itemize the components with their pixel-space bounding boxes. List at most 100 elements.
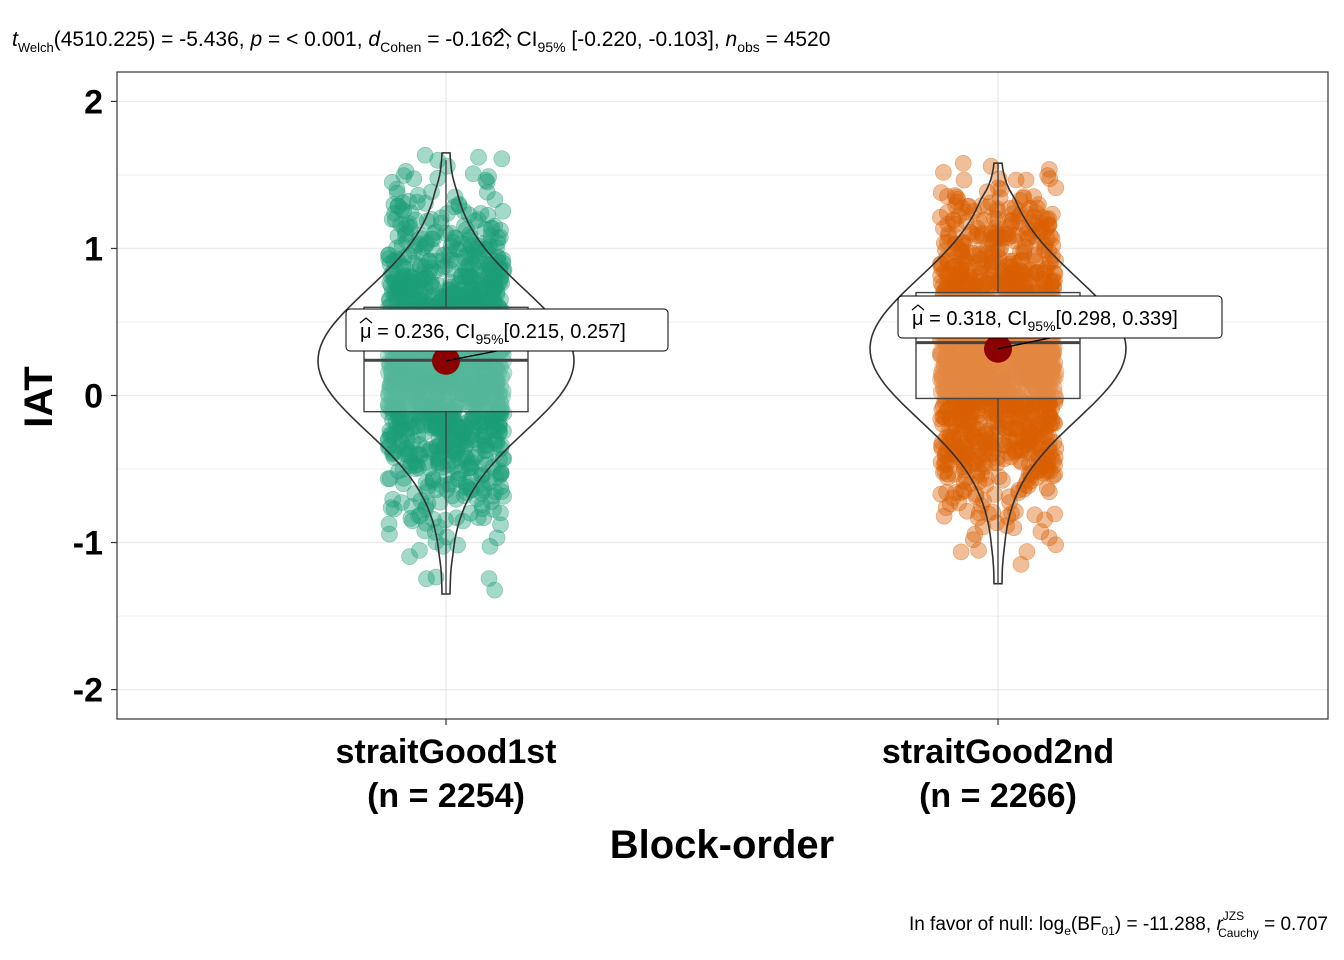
data-point [947, 197, 964, 214]
data-point [435, 246, 453, 264]
y-tick-label: 0 [84, 378, 103, 416]
data-point [982, 157, 1000, 175]
data-point [411, 447, 429, 464]
data-point [1047, 179, 1065, 197]
data-point [392, 216, 409, 233]
data-point [986, 486, 1003, 503]
data-point [394, 271, 412, 289]
data-point [424, 241, 441, 259]
data-point [941, 452, 959, 469]
data-point [409, 186, 427, 204]
data-point [493, 150, 511, 167]
data-point [1015, 480, 1033, 498]
data-point [486, 191, 504, 208]
data-point [970, 433, 988, 451]
data-point [476, 221, 494, 238]
data-point [488, 529, 506, 547]
y-tick-label: 2 [84, 83, 103, 121]
data-point [397, 163, 415, 180]
data-point [447, 230, 465, 247]
data-point [476, 441, 494, 459]
data-point [954, 155, 972, 172]
data-point [934, 277, 952, 295]
x-ticks: straitGood1st (n = 2254) straitGood2nd (n =… [335, 719, 1114, 815]
data-point [955, 171, 973, 189]
data-point [998, 265, 1015, 282]
data-point [464, 165, 482, 182]
data-point [393, 494, 410, 511]
data-point [463, 409, 481, 427]
data-point [959, 262, 977, 279]
data-point [991, 405, 1009, 422]
data-point [975, 408, 992, 426]
data-point [491, 414, 508, 432]
y-ticks: -2 -1 0 1 2 [73, 83, 117, 710]
chart-caption: In favor of null: loge(BF01) = -11.288, … [909, 909, 1328, 940]
data-point [461, 268, 479, 286]
data-point [425, 230, 442, 248]
data-point [937, 499, 955, 516]
data-point [409, 426, 427, 444]
data-point [932, 184, 950, 201]
y-tick-label: -2 [73, 672, 103, 710]
data-point [388, 184, 406, 202]
data-point [444, 435, 462, 453]
grid-lines [117, 72, 1328, 719]
data-point [962, 224, 979, 241]
data-point [947, 216, 965, 233]
data-point [1028, 469, 1046, 486]
data-point [1007, 420, 1025, 437]
data-point [1046, 505, 1063, 523]
data-point [988, 449, 1006, 467]
data-point [492, 516, 509, 534]
x-tick-label: straitGood2nd [882, 733, 1114, 771]
data-point [1015, 242, 1033, 260]
data-point [486, 581, 504, 599]
data-point [1037, 420, 1054, 437]
y-axis-label: IAT [17, 366, 61, 427]
data-point [429, 152, 447, 169]
data-point [947, 484, 964, 501]
y-tick-label: 1 [84, 230, 103, 268]
data-point [411, 542, 428, 559]
data-point [1000, 488, 1018, 506]
x-tick-n-label: (n = 2266) [919, 777, 1077, 815]
data-point [1046, 465, 1064, 483]
data-point [450, 471, 467, 488]
data-point [481, 538, 499, 555]
data-point [1007, 171, 1025, 189]
data-point [416, 146, 434, 164]
data-point [391, 413, 409, 431]
data-point [1047, 536, 1064, 554]
data-point [394, 194, 412, 211]
data-point [482, 227, 500, 244]
data-point [950, 425, 968, 442]
data-point [478, 291, 496, 309]
x-tick-n-label: (n = 2254) [367, 777, 525, 815]
data-point [475, 509, 493, 527]
data-point [401, 548, 418, 565]
data-point [449, 536, 466, 554]
data-point [430, 456, 447, 473]
data-point [385, 500, 403, 518]
data-point [395, 167, 413, 184]
data-point [966, 525, 984, 543]
data-point [935, 234, 953, 252]
data-point [426, 263, 443, 280]
data-point [1047, 252, 1064, 269]
data-point [978, 240, 996, 257]
data-point [470, 148, 487, 166]
data-point [1041, 483, 1058, 501]
data-point [447, 490, 465, 508]
data-point [395, 475, 412, 493]
data-point [952, 543, 970, 561]
data-point [494, 203, 512, 220]
data-point [970, 542, 987, 559]
data-point [1030, 214, 1048, 231]
chart-subtitle: tWelch(4510.225) = -5.436, p = < 0.001, … [12, 28, 830, 55]
data-point [380, 515, 398, 533]
data-point [400, 215, 418, 232]
data-point [439, 205, 456, 222]
data-point [409, 459, 427, 477]
